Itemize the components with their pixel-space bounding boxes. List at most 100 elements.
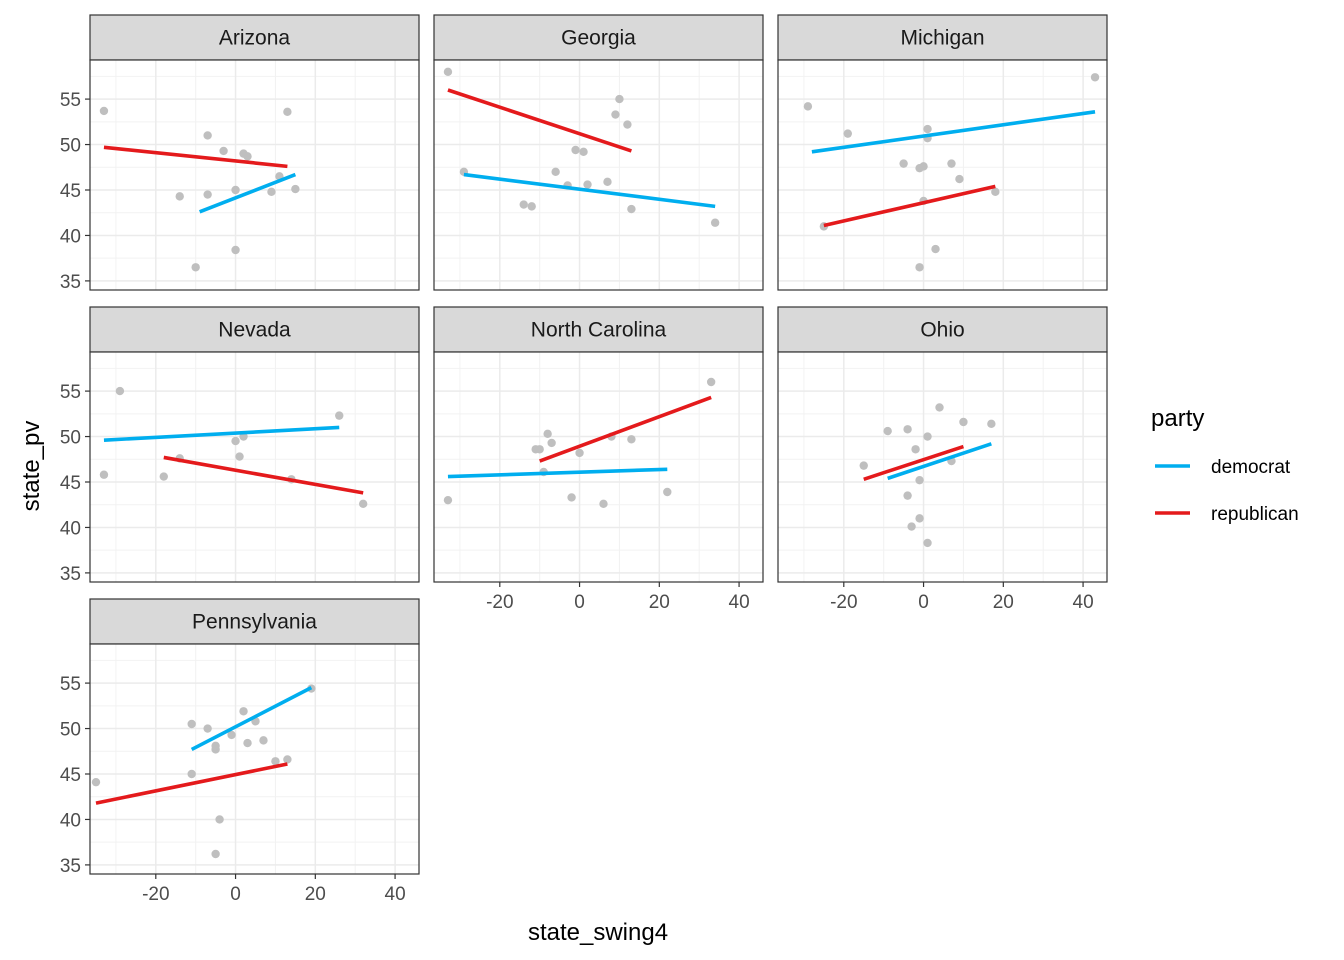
data-point <box>239 707 248 716</box>
trend-line-democrat <box>887 442 992 481</box>
data-point <box>955 174 964 184</box>
panel-border <box>89 59 420 291</box>
y-axis-title: state_pv <box>18 421 45 512</box>
panel-border <box>777 59 1108 291</box>
facet-strip <box>777 14 1108 61</box>
data-point <box>243 152 252 161</box>
data-point <box>1090 73 1100 82</box>
panel-background <box>90 644 419 874</box>
data-point <box>911 445 920 454</box>
data-point <box>187 719 196 729</box>
data-point <box>231 185 240 195</box>
data-point <box>843 129 852 138</box>
trend-line-democrat <box>811 110 1096 154</box>
data-point <box>358 499 368 509</box>
facet-panel-nevada: Nevada 35 40 45 50 55 <box>60 306 420 585</box>
grid-lines <box>434 352 763 582</box>
data-point <box>271 757 280 766</box>
x-tick-label: -20 <box>486 592 513 613</box>
data-point <box>987 419 996 429</box>
x-tick-label: -20 <box>830 592 857 613</box>
y-tick-label: 45 <box>60 473 81 494</box>
x-tick-label: 40 <box>1073 592 1094 613</box>
x-tick-label: 20 <box>993 592 1014 613</box>
facet-panel-michigan: Michigan <box>777 14 1108 291</box>
grid-lines <box>778 60 1107 290</box>
data-point <box>915 514 924 523</box>
data-point <box>283 107 292 117</box>
data-point <box>935 403 944 412</box>
y-tick-label: 40 <box>60 518 81 539</box>
facet-strip-label: Michigan <box>900 27 984 50</box>
data-point <box>859 461 868 470</box>
data-point <box>243 738 252 748</box>
data-point <box>187 769 196 779</box>
data-point <box>991 187 1000 197</box>
trend-line-republican <box>163 455 364 495</box>
x-axis-title: state_swing4 <box>528 919 668 946</box>
grid-lines <box>434 60 763 290</box>
data-point <box>599 499 608 509</box>
y-tick-label: 50 <box>60 428 81 449</box>
panel-border <box>433 351 764 583</box>
data-point <box>706 377 716 387</box>
data-point <box>915 475 924 485</box>
trend-line-republican <box>95 762 288 805</box>
trend-line-republican <box>447 88 632 153</box>
x-tick-label: 40 <box>729 592 750 613</box>
trend-line-republican <box>823 184 996 228</box>
legend-label-democrat: democrat <box>1211 457 1291 478</box>
data-point <box>443 495 453 505</box>
trend-line-democrat <box>190 686 313 752</box>
x-tick-label: 0 <box>574 592 585 613</box>
data-point <box>915 263 924 272</box>
data-point <box>931 244 940 254</box>
facet-strip <box>433 14 764 61</box>
data-point <box>627 204 636 214</box>
data-point <box>571 145 580 155</box>
x-tick-label: 20 <box>649 592 670 613</box>
facet-strip-label: Ohio <box>920 319 964 342</box>
facet-panel-north-carolina: North Carolina -20 0 20 40 <box>433 306 764 613</box>
facet-strip <box>777 306 1108 353</box>
panels-layer: Arizona 35 40 45 50 55 Georgia Michigan Nevada 35… <box>60 14 1108 905</box>
facet-strip-label: Pennsylvania <box>192 611 317 634</box>
data-point <box>443 67 453 77</box>
data-point <box>547 438 556 448</box>
y-tick-label: 35 <box>60 856 81 877</box>
data-point <box>191 263 200 272</box>
data-point <box>923 124 932 134</box>
facet-panel-georgia: Georgia <box>433 14 764 291</box>
panel-background <box>778 352 1107 582</box>
y-tick-label: 50 <box>60 720 81 741</box>
trend-line-democrat <box>103 425 340 442</box>
x-tick-label: 0 <box>918 592 929 613</box>
data-point <box>551 167 560 177</box>
data-point <box>115 386 125 396</box>
facet-strip <box>89 14 420 61</box>
data-point <box>627 435 636 444</box>
panel-border <box>777 351 1108 583</box>
panel-border <box>433 59 764 291</box>
data-point <box>159 472 168 481</box>
panel-border <box>89 643 420 875</box>
data-point <box>259 736 268 745</box>
data-point <box>543 429 552 439</box>
trend-line-republican <box>863 444 964 481</box>
data-point <box>519 200 528 209</box>
panel-background <box>434 352 763 582</box>
data-point <box>235 452 244 461</box>
data-point <box>583 180 592 189</box>
y-tick-label: 55 <box>60 90 81 111</box>
panel-border <box>89 351 420 583</box>
data-point <box>803 102 813 111</box>
data-point <box>211 849 220 859</box>
trend-line-democrat <box>463 172 716 209</box>
data-point <box>710 218 720 227</box>
data-point <box>623 120 632 129</box>
data-point <box>291 184 300 194</box>
facet-strip-label: Nevada <box>218 319 291 342</box>
data-point <box>579 147 588 157</box>
x-tick-label: -20 <box>142 884 169 905</box>
